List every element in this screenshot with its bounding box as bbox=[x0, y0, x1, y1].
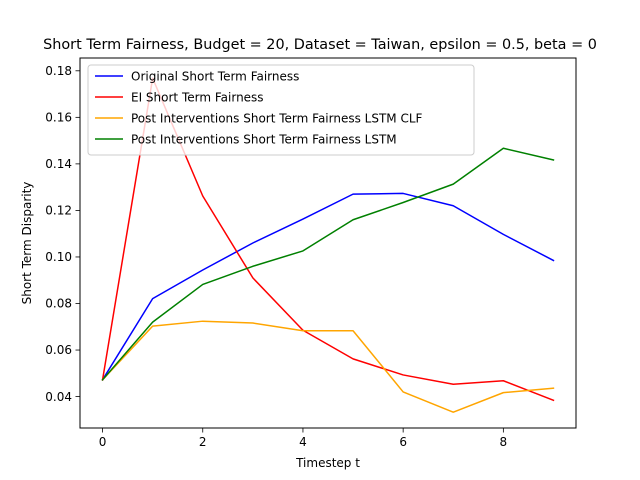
axes-frame bbox=[79, 57, 577, 429]
legend: Original Short Term Fairness EI Short Ter… bbox=[87, 64, 475, 156]
legend-label: Original Short Term Fairness bbox=[131, 69, 299, 83]
y-tick-label: 0.06 bbox=[45, 343, 72, 357]
x-tick-label: 6 bbox=[399, 435, 407, 449]
legend-box bbox=[87, 64, 475, 156]
legend-label: Post Interventions Short Term Fairness L… bbox=[131, 111, 423, 125]
y-tick-label: 0.08 bbox=[45, 297, 72, 311]
x-tick-label: 8 bbox=[500, 435, 508, 449]
x-tick-label: 2 bbox=[199, 435, 207, 449]
y-axis: 0.04 0.06 0.08 0.10 0.12 0.14 0.16 0.18 bbox=[45, 64, 80, 404]
y-tick-label: 0.14 bbox=[45, 157, 72, 171]
x-tick-label: 4 bbox=[299, 435, 307, 449]
y-tick-label: 0.16 bbox=[45, 111, 72, 125]
y-tick-label: 0.10 bbox=[45, 250, 72, 264]
x-axis-label: Timestep t bbox=[295, 456, 360, 470]
series-line-1 bbox=[101, 192, 555, 381]
y-tick-label: 0.12 bbox=[45, 204, 72, 218]
y-tick-label: 0.18 bbox=[45, 64, 72, 78]
chart-title: Short Term Fairness, Budget = 20, Datase… bbox=[43, 37, 597, 53]
y-tick-label: 0.04 bbox=[45, 390, 72, 404]
series-line-4 bbox=[101, 147, 555, 381]
x-axis: 0 2 4 6 8 bbox=[99, 428, 507, 449]
x-tick-label: 0 bbox=[99, 435, 107, 449]
series-line-3 bbox=[101, 320, 555, 413]
y-axis-label: Short Term Disparity bbox=[20, 182, 34, 305]
legend-label: Post Interventions Short Term Fairness L… bbox=[131, 132, 397, 146]
legend-label: EI Short Term Fairness bbox=[131, 90, 264, 104]
